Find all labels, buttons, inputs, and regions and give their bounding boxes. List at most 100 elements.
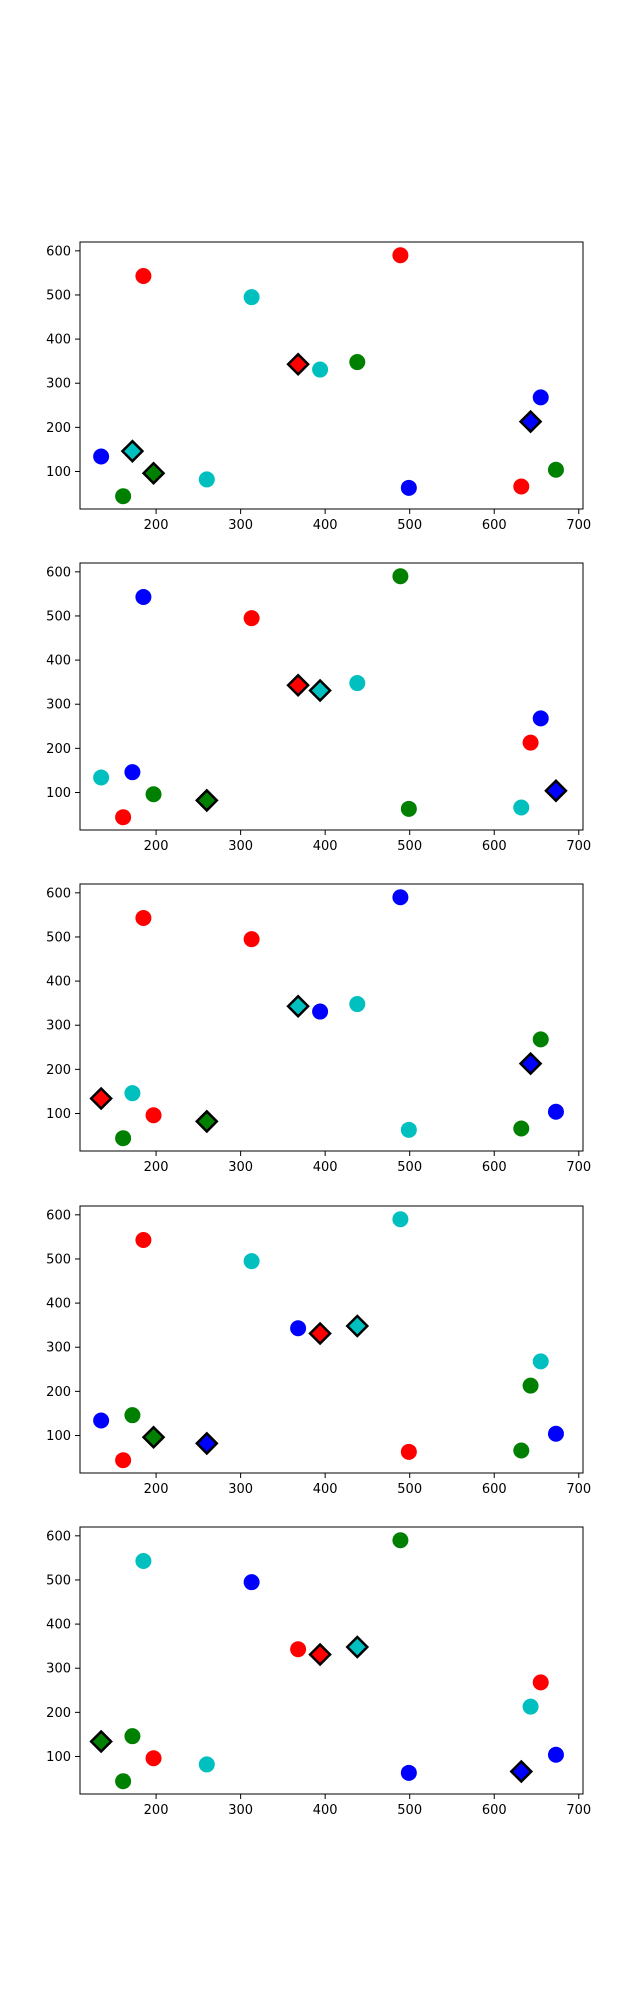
y-tick-label: 300 (46, 377, 71, 392)
x-tick-label: 500 (397, 1482, 422, 1497)
x-tick-label: 300 (228, 1160, 253, 1175)
y-tick-label: 400 (46, 1297, 71, 1312)
x-tick-label: 300 (228, 518, 253, 533)
x-tick-label: 400 (313, 1803, 338, 1818)
chart-panel-5: 200 300 400 500 600 700 100 200 300 400 500 600 (46, 1526, 591, 1818)
y-tick-label: 500 (46, 288, 71, 303)
plot-frame (79, 1205, 584, 1474)
circle-point (522, 1377, 539, 1394)
circle-point (135, 267, 152, 284)
diamond-point (286, 673, 310, 698)
circle-point (93, 769, 110, 786)
circle-point (522, 1698, 539, 1715)
circle-point (400, 479, 417, 496)
circle-point (392, 247, 409, 264)
y-tick-label: 300 (46, 698, 71, 713)
circle-point (312, 361, 329, 378)
circle-point (243, 289, 260, 306)
x-tick-label: 200 (144, 839, 169, 854)
chart-panel-4: 200 300 400 500 600 700 100 200 300 400 500 600 (46, 1205, 591, 1497)
y-tick-label: 100 (46, 1429, 71, 1444)
y-tick-label: 400 (46, 1618, 71, 1633)
x-tick-label: 300 (228, 839, 253, 854)
circle-point (392, 1532, 409, 1549)
diamond-point (120, 439, 145, 463)
y-tick-label: 200 (46, 1706, 71, 1721)
x-tick-label: 400 (313, 1482, 338, 1497)
y-tick-label: 200 (46, 421, 71, 436)
x-tick-label: 400 (313, 839, 338, 854)
diamond-point (286, 994, 310, 1019)
plot-frame (79, 241, 584, 510)
y-tick-label: 400 (46, 333, 71, 348)
diamond-point (345, 1635, 370, 1659)
circle-point (135, 1552, 152, 1569)
circle-point (124, 1407, 141, 1424)
x-tick-label: 300 (228, 1803, 253, 1818)
y-tick-label: 500 (46, 930, 71, 945)
circle-point (532, 1031, 549, 1048)
circle-point (400, 1121, 417, 1138)
x-tick-label: 300 (228, 1482, 253, 1497)
circle-point (124, 1728, 141, 1745)
x-tick-label: 700 (566, 839, 591, 854)
circle-point (392, 889, 409, 906)
y-tick-label: 300 (46, 1341, 71, 1356)
x-tick-label: 700 (566, 1482, 591, 1497)
circle-point (124, 1085, 141, 1102)
circle-point (290, 1320, 307, 1337)
y-tick-label: 600 (46, 244, 71, 259)
y-tick-label: 600 (46, 1529, 71, 1544)
x-tick-label: 600 (482, 1803, 507, 1818)
diamond-point (308, 678, 332, 703)
y-tick-label: 100 (46, 786, 71, 801)
x-tick-label: 700 (566, 1160, 591, 1175)
x-tick-label: 500 (397, 518, 422, 533)
x-tick-label: 600 (482, 1482, 507, 1497)
circle-point (93, 1412, 110, 1429)
x-tick-label: 500 (397, 1803, 422, 1818)
circle-point (115, 809, 132, 826)
y-tick-label: 400 (46, 975, 71, 990)
circle-point (547, 1103, 564, 1120)
circle-point (145, 786, 162, 803)
diamond-point (195, 788, 219, 813)
y-tick-label: 600 (46, 886, 71, 901)
circle-point (400, 800, 417, 817)
circle-point (93, 448, 110, 465)
circle-point (115, 1130, 132, 1147)
circle-point (145, 1750, 162, 1767)
circle-point (513, 478, 530, 495)
circle-point (392, 568, 409, 585)
diamond-point (141, 1425, 166, 1450)
x-tick-label: 600 (482, 518, 507, 533)
circle-point (145, 1107, 162, 1124)
diamond-point (195, 1109, 219, 1134)
y-tick-label: 500 (46, 1573, 71, 1588)
circle-point (135, 1231, 152, 1248)
circle-point (513, 799, 530, 816)
circle-point (198, 1756, 215, 1773)
diamond-point (141, 461, 166, 486)
x-tick-label: 700 (566, 1803, 591, 1818)
y-tick-label: 600 (46, 1208, 71, 1223)
x-tick-label: 500 (397, 1160, 422, 1175)
y-tick-label: 500 (46, 609, 71, 624)
circle-point (115, 1452, 132, 1469)
circle-point (349, 354, 366, 371)
plot-frame (79, 562, 584, 831)
y-tick-label: 300 (46, 1662, 71, 1677)
x-tick-label: 200 (144, 1482, 169, 1497)
circle-point (349, 675, 366, 692)
diamond-point (518, 1051, 543, 1076)
circle-point (532, 710, 549, 727)
circle-point (400, 1443, 417, 1460)
diamond-point (345, 1314, 370, 1338)
chart-panel-3: 200 300 400 500 600 700 100 200 300 400 500 600 (46, 883, 591, 1175)
y-tick-label: 200 (46, 1063, 71, 1078)
circle-point (124, 764, 141, 781)
circle-point (115, 1773, 132, 1790)
x-tick-label: 400 (313, 518, 338, 533)
circle-point (243, 610, 260, 627)
circle-point (243, 1253, 260, 1270)
